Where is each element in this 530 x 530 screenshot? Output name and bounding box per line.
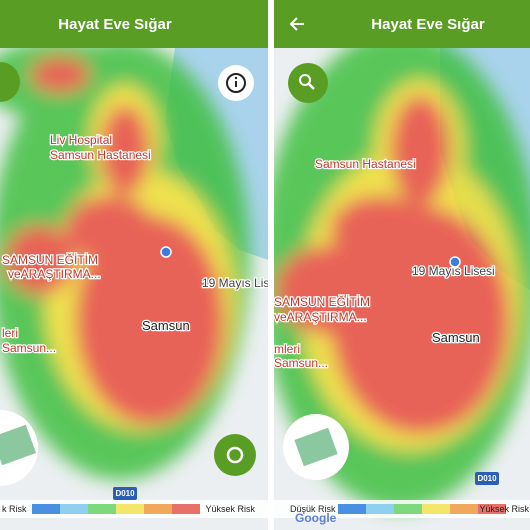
map-label: Samsun... [2,341,56,355]
back-button[interactable] [289,17,304,31]
road-badge: D010 [477,474,497,483]
map: D010 Samsun Hastanesi 19 Mayıs Lisesi SA… [274,48,530,530]
right-screen: D010 Samsun Hastanesi 19 Mayıs Lisesi SA… [274,0,530,530]
map-label: Samsun Hastanesi [315,157,416,171]
map-label: Samsun Hastanesi [50,148,151,162]
legend-low: Düşük Risk [290,504,336,514]
legend-high: Yüksek Risk [205,504,255,514]
map-label: veARAŞTIRMA... [8,267,101,281]
legend-high: Yüksek Risk [479,504,529,514]
map-label: 19 Mayıs Lisesi [412,264,495,278]
map-label: SAMSUN EĞİTİM [274,294,370,309]
map-label: Samsun [432,330,480,345]
map-label: veARAŞTIRMA... [274,310,367,324]
road-badge: D010 [115,489,135,498]
map-label: 19 Mayıs Lise [202,276,276,290]
header-title: Hayat Eve Sığar [371,16,485,33]
map: D010 Liv Hospital Samsun Hastanesi SAMSU… [0,48,276,530]
map-label: leri [2,326,18,340]
map-label: Samsun... [274,356,328,370]
attribution: Google [295,511,337,525]
header-title: Hayat Eve Sığar [58,16,172,33]
left-screen: D010 Liv Hospital Samsun Hastanesi SAMSU… [0,0,276,530]
legend-low: k Risk [2,504,27,514]
risk-legend [32,504,200,514]
risk-legend [338,504,506,514]
map-label: mleri [274,342,300,356]
map-label: SAMSUN EĞİTİM [2,252,98,267]
map-label: Samsun [142,318,190,333]
map-label: Liv Hospital [50,133,112,147]
